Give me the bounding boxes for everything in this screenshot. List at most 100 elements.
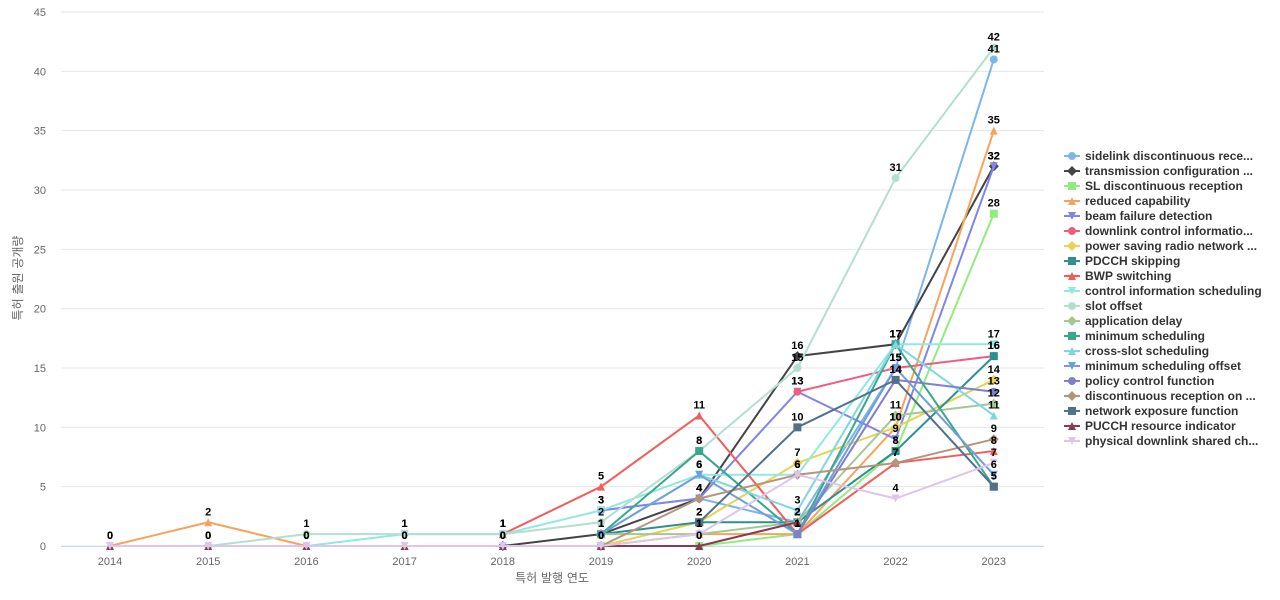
data-point: [1068, 257, 1076, 265]
data-label: 0: [205, 530, 211, 542]
data-point: [106, 542, 114, 550]
y-tick-label: 45: [34, 7, 46, 19]
data-point: [891, 174, 900, 183]
data-label: 17: [889, 328, 901, 340]
data-label: 12: [988, 388, 1000, 400]
y-tick-label: 15: [34, 363, 46, 375]
data-label: 2: [696, 506, 702, 518]
legend-item[interactable]: downlink control informatio...: [1064, 224, 1253, 238]
data-label: 10: [889, 411, 901, 423]
data-label: 0: [205, 530, 211, 542]
legend-item[interactable]: application delay: [1064, 314, 1183, 328]
data-label: 8: [893, 435, 899, 447]
legend[interactable]: sidelink discontinuous rece...transmissi…: [1064, 149, 1262, 448]
data-label: 1: [598, 518, 604, 530]
data-point: [204, 518, 213, 527]
data-point: [792, 457, 803, 468]
data-point: [1067, 316, 1077, 326]
data-label: 3: [598, 494, 604, 506]
y-tick-label: 20: [34, 304, 46, 316]
data-label: 1: [794, 518, 800, 530]
legend-item[interactable]: policy control function: [1064, 374, 1214, 388]
legend-label: minimum scheduling: [1085, 329, 1205, 343]
data-point: [1068, 272, 1076, 280]
legend-item[interactable]: transmission configuration ...: [1064, 164, 1253, 178]
legend-label: cross-slot scheduling: [1085, 344, 1209, 358]
data-label: 6: [991, 459, 997, 471]
legend-label: discontinuous reception on ...: [1085, 389, 1256, 403]
data-label: 8: [696, 435, 702, 447]
data-label: 0: [303, 530, 309, 542]
data-point: [1067, 166, 1077, 176]
data-point: [891, 435, 900, 444]
data-point: [891, 447, 900, 456]
data-label: 1: [402, 518, 408, 530]
data-point: [793, 506, 802, 515]
data-point: [695, 518, 704, 527]
y-tick-label: 25: [34, 244, 46, 256]
data-point: [1068, 302, 1076, 310]
data-label: 0: [500, 530, 506, 542]
data-point: [793, 470, 802, 479]
data-point: [793, 387, 802, 396]
data-label: 1: [794, 518, 800, 530]
data-point: [498, 530, 507, 539]
legend-item[interactable]: power saving radio network ...: [1064, 239, 1257, 253]
legend-item[interactable]: PUCCH resource indicator: [1064, 419, 1236, 433]
legend-item[interactable]: sidelink discontinuous rece...: [1064, 149, 1253, 163]
y-tick-label: 35: [34, 126, 46, 138]
data-label: 11: [693, 399, 705, 411]
legend-item[interactable]: BWP switching: [1064, 269, 1171, 283]
data-point: [1068, 362, 1076, 370]
legend-item[interactable]: beam failure detection: [1064, 209, 1212, 223]
data-label: 35: [988, 115, 1000, 127]
data-label: 32: [988, 150, 1000, 162]
legend-label: policy control function: [1085, 374, 1214, 388]
legend-item[interactable]: minimum scheduling: [1064, 329, 1205, 343]
legend-label: sidelink discontinuous rece...: [1085, 149, 1253, 163]
data-point: [793, 364, 802, 372]
data-point: [1068, 287, 1076, 295]
legend-item[interactable]: minimum scheduling offset: [1064, 359, 1241, 373]
data-label: 7: [893, 447, 899, 459]
legend-item[interactable]: SL discontinuous reception: [1064, 179, 1243, 193]
data-point: [695, 542, 704, 550]
data-label: 1: [598, 518, 604, 530]
legend-item[interactable]: slot offset: [1064, 299, 1142, 313]
legend-item[interactable]: reduced capability: [1064, 194, 1191, 208]
data-label: 1: [598, 518, 604, 530]
x-tick-label: 2016: [294, 556, 318, 568]
data-point: [1067, 241, 1077, 251]
data-label: 6: [794, 459, 800, 471]
data-point: [891, 340, 900, 349]
legend-item[interactable]: discontinuous reception on ...: [1064, 389, 1256, 403]
data-label: 1: [598, 518, 604, 530]
x-tick-label: 2021: [785, 556, 809, 568]
legend-item[interactable]: PDCCH skipping: [1064, 254, 1180, 268]
legend-item[interactable]: cross-slot scheduling: [1064, 344, 1209, 358]
legend-item[interactable]: control information scheduling: [1064, 284, 1262, 298]
legend-label: network exposure function: [1085, 404, 1238, 418]
data-label: 6: [696, 459, 702, 471]
legend-item[interactable]: physical downlink shared ch...: [1064, 434, 1258, 448]
data-label: 2: [205, 506, 211, 518]
legend-label: minimum scheduling offset: [1085, 359, 1241, 373]
legend-item[interactable]: network exposure function: [1064, 404, 1238, 418]
legend-label: reduced capability: [1085, 194, 1191, 208]
y-tick-label: 10: [34, 422, 46, 434]
data-point: [695, 411, 704, 420]
data-label: 0: [598, 530, 604, 542]
data-label: 0: [303, 530, 309, 542]
data-point: [1068, 332, 1076, 340]
data-point: [597, 542, 605, 550]
x-tick-label: 2023: [982, 556, 1006, 568]
data-point: [989, 352, 998, 361]
data-point: [597, 506, 605, 515]
data-label: 1: [500, 518, 506, 530]
data-label: 15: [889, 352, 901, 364]
data-point: [1068, 422, 1076, 430]
data-label: 14: [988, 364, 1001, 376]
data-label: 6: [696, 459, 702, 471]
series-group: [106, 458, 998, 550]
